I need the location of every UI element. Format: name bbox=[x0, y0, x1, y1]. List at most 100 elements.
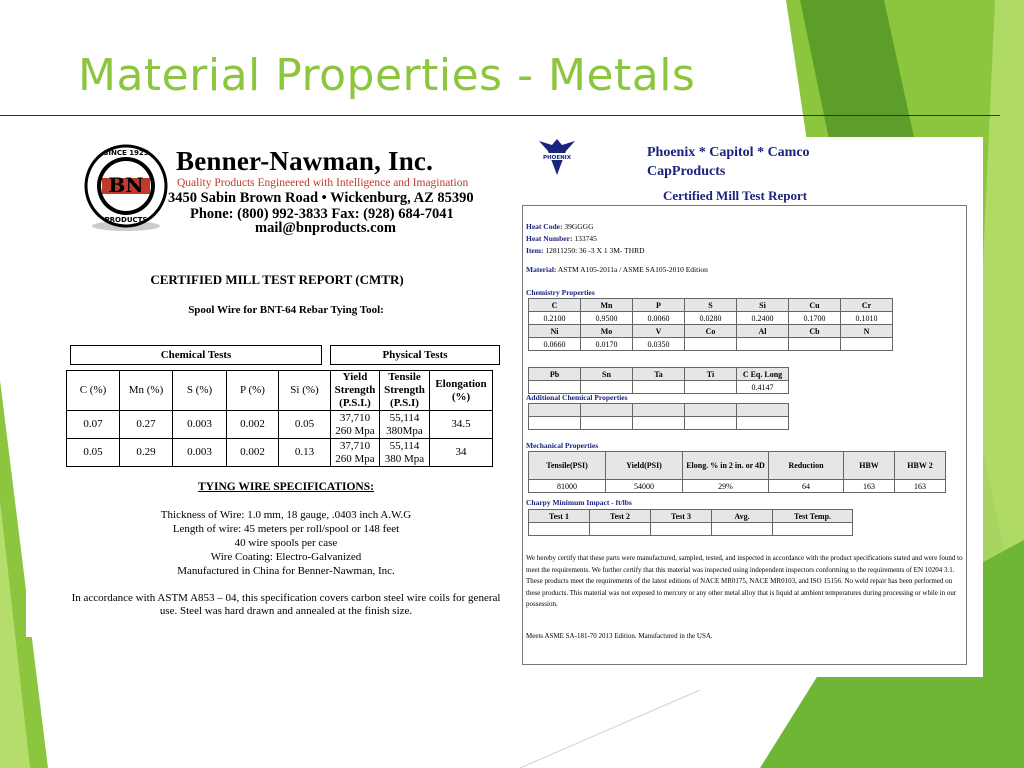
chem-v: 0.0170 bbox=[580, 337, 633, 351]
meets-statement: Meets ASME SA-181-70 2013 Edition. Manuf… bbox=[526, 632, 713, 640]
additional-chem-table bbox=[528, 403, 789, 430]
chem-header-row: C Mn P S Si Cu Cr bbox=[528, 298, 893, 312]
phoenix-company: Phoenix * Capitol * Camco CapProducts bbox=[647, 143, 810, 181]
cell-mn: 0.27 bbox=[119, 410, 173, 439]
chem-h: C bbox=[528, 298, 581, 312]
chem-value-row: 0.2100 0.9500 0.0060 0.0280 0.2400 0.170… bbox=[528, 311, 893, 325]
chem-v: 0.2400 bbox=[736, 311, 789, 325]
phoenix-bird-logo: PHOENIX bbox=[539, 139, 575, 175]
phoenix-report: PHOENIX Phoenix * Capitol * Camco CapPro… bbox=[511, 137, 983, 677]
chemistry-table-2: Pb Sn Ta Ti C Eq. Long 0.4147 bbox=[528, 367, 789, 394]
bn-logo-mark: BN bbox=[108, 173, 143, 197]
addl-cell bbox=[684, 416, 737, 430]
chem-h: Sn bbox=[580, 367, 633, 381]
chem-v bbox=[580, 380, 633, 394]
chemistry-title: Chemistry Properties bbox=[526, 288, 595, 297]
mech-h: Yield(PSI) bbox=[605, 451, 683, 480]
phoenix-name-line1: Phoenix * Capitol * Camco bbox=[647, 145, 810, 160]
mechanical-table: Tensile(PSI) Yield(PSI) Elong. % in 2 in… bbox=[528, 451, 946, 493]
chem-v: 0.0350 bbox=[632, 337, 685, 351]
heat-number-value: 133745 bbox=[574, 234, 597, 243]
addl-cell bbox=[736, 403, 789, 417]
addl-cell bbox=[528, 403, 581, 417]
charpy-h: Test 3 bbox=[650, 509, 712, 523]
addl-cell bbox=[580, 416, 633, 430]
tensile-psi: 55,114 bbox=[389, 439, 420, 452]
addl-cell bbox=[736, 416, 789, 430]
chem-h: C Eq. Long bbox=[736, 367, 789, 381]
heat-number: Heat Number: 133745 bbox=[526, 234, 597, 243]
header-p: P (%) bbox=[226, 370, 279, 411]
chem-v bbox=[528, 380, 581, 394]
cell-elongation: 34.5 bbox=[429, 410, 493, 439]
addl-cell bbox=[684, 403, 737, 417]
heat-code-label: Heat Code: bbox=[526, 222, 563, 231]
chem-v bbox=[684, 380, 737, 394]
bn-logo-top: SINCE 1925 bbox=[103, 149, 148, 157]
table-row: 0.07 0.27 0.003 0.002 0.05 37,710 260 Mpa… bbox=[66, 410, 493, 439]
header-si: Si (%) bbox=[278, 370, 331, 411]
report-frame bbox=[522, 205, 967, 665]
header-tensile: Tensile Strength (P.S.I) bbox=[379, 370, 430, 411]
chem-h: Pb bbox=[528, 367, 581, 381]
cell-tensile: 55,114 380 Mpa bbox=[379, 438, 430, 467]
company-phone: Phone: (800) 992-3833 Fax: (928) 684-704… bbox=[190, 206, 454, 222]
phoenix-name-line2: CapProducts bbox=[647, 164, 726, 179]
charpy-v bbox=[650, 522, 712, 536]
heat-number-label: Heat Number: bbox=[526, 234, 573, 243]
report-title: CERTIFIED MILL TEST REPORT (CMTR) bbox=[150, 272, 404, 287]
mech-v: 64 bbox=[768, 479, 844, 493]
mechanical-title: Mechanical Properties bbox=[526, 441, 599, 450]
cell-p: 0.002 bbox=[226, 410, 279, 439]
table-header-row: C (%) Mn (%) S (%) P (%) Si (%) Yield St… bbox=[66, 370, 493, 411]
chem-value-row: 0.4147 bbox=[528, 380, 789, 394]
cell-c: 0.07 bbox=[66, 410, 120, 439]
addl-cell bbox=[632, 403, 685, 417]
chem-h: Al bbox=[736, 324, 789, 338]
mech-h: HBW bbox=[843, 451, 895, 480]
charpy-h: Test 1 bbox=[528, 509, 590, 523]
header-s: S (%) bbox=[172, 370, 227, 411]
cell-tensile: 55,114 380Mpa bbox=[379, 410, 430, 439]
header-yield: Yield Strength (P.S.I.) bbox=[330, 370, 380, 411]
mech-v: 163 bbox=[843, 479, 895, 493]
chem-h: S bbox=[684, 298, 737, 312]
heat-code: Heat Code: 39GGGG bbox=[526, 222, 594, 231]
cell-si: 0.05 bbox=[278, 410, 331, 439]
yield-psi: 37,710 bbox=[339, 439, 371, 452]
bn-logo-bottom: PRODUCTS bbox=[105, 216, 148, 224]
chem-v: 0.0280 bbox=[684, 311, 737, 325]
charpy-header-row: Test 1 Test 2 Test 3 Avg. Test Temp. bbox=[528, 509, 853, 523]
report-subtitle: Spool Wire for BNT-64 Rebar Tying Tool: bbox=[188, 304, 384, 316]
chem-h: Cr bbox=[840, 298, 893, 312]
chem-v bbox=[736, 337, 789, 351]
specs-title: TYING WIRE SPECIFICATIONS: bbox=[198, 481, 374, 493]
cell-s: 0.003 bbox=[172, 410, 227, 439]
company-address: 3450 Sabin Brown Road • Wickenburg, AZ 8… bbox=[168, 190, 474, 206]
mech-v: 54000 bbox=[605, 479, 683, 493]
company-name: Benner-Nawman, Inc. bbox=[176, 146, 434, 176]
company-email: mail@bnproducts.com bbox=[255, 220, 396, 236]
cell-c: 0.05 bbox=[66, 438, 120, 467]
mech-h: Reduction bbox=[768, 451, 844, 480]
charpy-h: Test Temp. bbox=[772, 509, 853, 523]
cell-mn: 0.29 bbox=[119, 438, 173, 467]
chem-v bbox=[684, 337, 737, 351]
chem-h: Co bbox=[684, 324, 737, 338]
additional-chem-title: Additional Chemical Properties bbox=[526, 393, 628, 402]
spec-line: Length of wire: 45 meters per roll/spool… bbox=[172, 523, 400, 535]
heat-code-value: 39GGGG bbox=[564, 222, 594, 231]
cell-yield: 37,710 260 Mpa bbox=[330, 438, 380, 467]
tensile-psi: 55,114 bbox=[389, 411, 420, 424]
charpy-h: Avg. bbox=[711, 509, 773, 523]
chem-header-row: Pb Sn Ta Ti C Eq. Long bbox=[528, 367, 789, 381]
yield-mpa: 260 Mpa bbox=[335, 424, 375, 437]
yield-mpa: 260 Mpa bbox=[335, 452, 375, 465]
physical-tests-header: Physical Tests bbox=[330, 345, 500, 365]
chem-h: P bbox=[632, 298, 685, 312]
chem-h: Mn bbox=[580, 298, 633, 312]
chem-h: Mo bbox=[580, 324, 633, 338]
mech-v: 163 bbox=[894, 479, 946, 493]
charpy-value-row bbox=[528, 522, 853, 536]
chem-header-row: Ni Mo V Co Al Cb N bbox=[528, 324, 893, 338]
